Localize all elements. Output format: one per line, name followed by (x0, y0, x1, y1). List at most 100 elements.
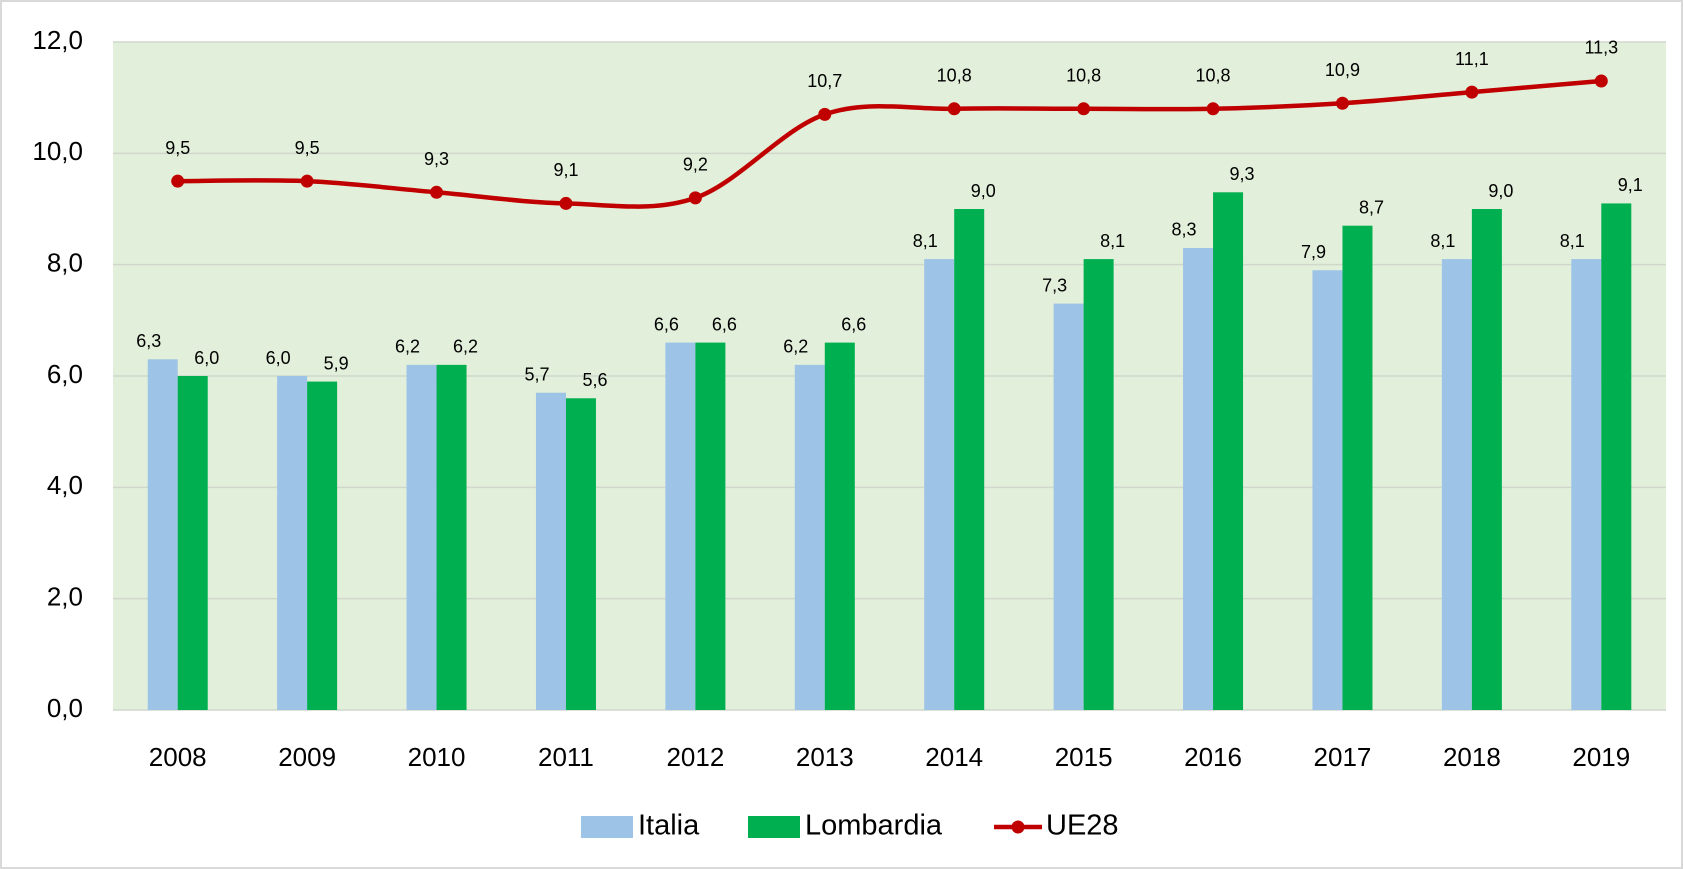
y-tick-label: 4,0 (47, 470, 83, 500)
bar (535, 392, 566, 710)
x-tick-label: 2019 (1572, 742, 1630, 772)
data-label: 11,3 (1584, 38, 1618, 58)
bar (1342, 225, 1373, 710)
data-label: 8,1 (1430, 231, 1455, 251)
line-marker (430, 185, 444, 199)
bar (954, 209, 985, 710)
data-label: 5,7 (524, 364, 549, 384)
data-label: 9,1 (553, 160, 578, 180)
bar (1571, 259, 1602, 710)
data-label: 7,3 (1042, 275, 1067, 295)
data-label: 11,1 (1455, 49, 1489, 69)
data-label: 6,6 (841, 314, 866, 334)
line-marker (300, 174, 314, 188)
data-label: 6,2 (453, 337, 478, 357)
data-label: 10,7 (807, 71, 842, 91)
data-label: 8,1 (1560, 231, 1585, 251)
bar (695, 342, 726, 710)
data-label: 6,2 (395, 337, 420, 357)
data-label: 10,8 (1196, 66, 1231, 86)
line-marker (1465, 85, 1479, 99)
data-label: 9,3 (424, 149, 449, 169)
bar (277, 376, 308, 710)
data-label: 8,7 (1359, 197, 1384, 217)
data-label: 6,3 (136, 331, 161, 351)
x-tick-label: 2012 (666, 742, 724, 772)
data-label: 5,6 (582, 370, 607, 390)
data-label: 6,2 (783, 337, 808, 357)
line-marker (818, 107, 832, 121)
x-tick-label: 2008 (149, 742, 207, 772)
x-tick-label: 2009 (278, 742, 336, 772)
data-label: 9,2 (683, 155, 708, 175)
data-label: 6,6 (712, 314, 737, 334)
line-marker (1594, 74, 1608, 88)
data-label: 9,0 (971, 181, 996, 201)
data-label: 8,3 (1172, 220, 1197, 240)
bar (565, 398, 596, 710)
x-tick-label: 2016 (1184, 742, 1242, 772)
bar (665, 342, 696, 710)
data-label: 9,3 (1230, 164, 1255, 184)
y-tick-label: 10,0 (32, 136, 83, 166)
y-tick-label: 12,0 (32, 25, 83, 55)
y-tick-label: 8,0 (47, 248, 83, 278)
data-label: 10,8 (937, 66, 972, 86)
y-tick-label: 2,0 (47, 582, 83, 612)
line-marker (559, 196, 573, 210)
x-tick-label: 2013 (796, 742, 854, 772)
line-marker (1335, 96, 1349, 110)
legend-label: Italia (638, 810, 700, 842)
line (177, 78, 1602, 209)
bar (147, 359, 178, 710)
data-label: 10,9 (1325, 60, 1360, 80)
x-tick-label: 2017 (1314, 742, 1372, 772)
data-label: 8,1 (913, 231, 938, 251)
x-tick-label: 2018 (1443, 742, 1501, 772)
legend-swatch (581, 816, 633, 838)
bar (924, 259, 955, 710)
bar (1312, 270, 1343, 710)
bar (824, 342, 855, 710)
line-marker (688, 191, 702, 205)
y-tick-label: 0,0 (47, 693, 83, 723)
x-tick-label: 2014 (925, 742, 983, 772)
data-label: 9,5 (295, 138, 320, 158)
bar (1471, 209, 1502, 710)
bar (406, 364, 437, 710)
data-label: 6,0 (194, 348, 219, 368)
data-label: 8,1 (1100, 231, 1125, 251)
bar (1053, 303, 1084, 710)
x-tick-label: 2011 (538, 742, 594, 772)
data-label: 9,5 (165, 138, 190, 158)
data-label: 6,0 (266, 348, 291, 368)
x-tick-label: 2015 (1055, 742, 1113, 772)
bar (1601, 203, 1632, 710)
bar (1083, 259, 1114, 710)
data-label: 9,0 (1488, 181, 1513, 201)
line-marker (947, 102, 961, 116)
x-tick-label: 2010 (408, 742, 466, 772)
data-label: 10,8 (1066, 66, 1101, 86)
bar (1183, 247, 1214, 710)
data-label: 5,9 (324, 353, 349, 373)
line-marker (1206, 102, 1220, 116)
legend-swatch (1011, 820, 1025, 834)
line-marker (1077, 102, 1091, 116)
bar (436, 364, 467, 710)
data-label: 9,1 (1618, 175, 1643, 195)
y-tick-label: 6,0 (47, 359, 83, 389)
bar (1441, 259, 1472, 710)
bar (794, 364, 825, 710)
bar (307, 381, 338, 710)
data-label: 7,9 (1301, 242, 1326, 262)
bar (1213, 192, 1244, 711)
legend-label: UE28 (1046, 810, 1119, 842)
legend-swatch (748, 816, 800, 838)
legend-label: Lombardia (805, 810, 943, 842)
line-marker (171, 174, 185, 188)
data-label: 6,6 (654, 314, 679, 334)
bar (177, 376, 208, 710)
